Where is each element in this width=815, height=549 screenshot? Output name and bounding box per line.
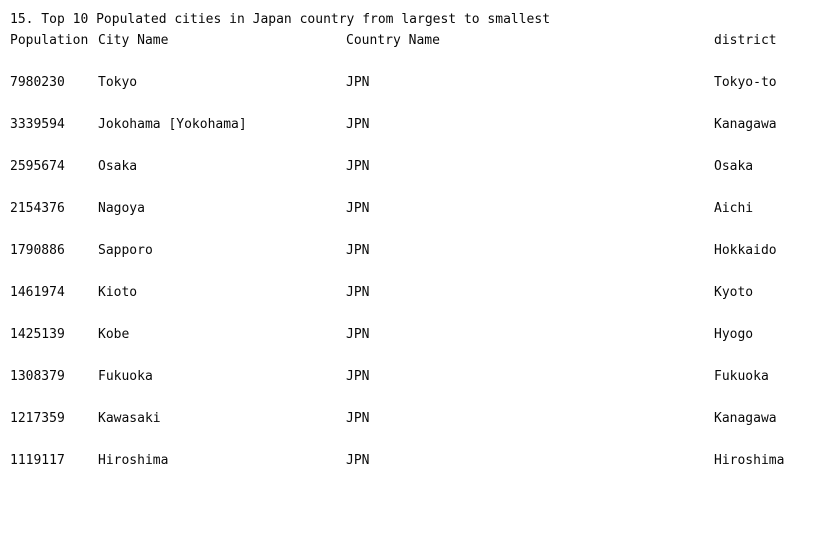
row-city: Osaka xyxy=(98,159,138,174)
table-row: 1217359 Kawasaki JPN Kanagawa xyxy=(10,411,810,427)
row-district: Kanagawa xyxy=(714,411,777,426)
row-city: Fukuoka xyxy=(98,369,153,384)
table-row: 1461974 Kioto JPN Kyoto xyxy=(10,285,810,301)
column-header-city: City Name xyxy=(98,33,169,48)
row-district: Kyoto xyxy=(714,285,754,300)
row-population: 2595674 xyxy=(10,159,65,174)
row-population: 3339594 xyxy=(10,117,65,132)
row-population: 1217359 xyxy=(10,411,65,426)
row-district: Kanagawa xyxy=(714,117,777,132)
row-country: JPN xyxy=(346,75,370,90)
row-city: Kobe xyxy=(98,327,130,342)
row-population: 1119117 xyxy=(10,453,65,468)
row-country: JPN xyxy=(346,327,370,342)
row-district: Tokyo-to xyxy=(714,75,777,90)
row-population: 7980230 xyxy=(10,75,65,90)
row-district: Osaka xyxy=(714,159,754,174)
row-city: Hiroshima xyxy=(98,453,169,468)
row-city: Nagoya xyxy=(98,201,145,216)
row-population: 2154376 xyxy=(10,201,65,216)
row-country: JPN xyxy=(346,411,370,426)
row-country: JPN xyxy=(346,117,370,132)
row-population: 1790886 xyxy=(10,243,65,258)
table-row: 1425139 Kobe JPN Hyogo xyxy=(10,327,810,343)
column-header-row: Population City Name Country Name distri… xyxy=(10,33,810,49)
row-district: Hokkaido xyxy=(714,243,777,258)
table-row: 1790886 Sapporo JPN Hokkaido xyxy=(10,243,810,259)
row-city: Sapporo xyxy=(98,243,153,258)
table-row: 3339594 Jokohama [Yokohama] JPN Kanagawa xyxy=(10,117,810,133)
column-header-district: district xyxy=(714,33,777,48)
output-heading: 15. Top 10 Populated cities in Japan cou… xyxy=(10,12,551,27)
table-row: 7980230 Tokyo JPN Tokyo-to xyxy=(10,75,810,91)
table-row: 2154376 Nagoya JPN Aichi xyxy=(10,201,810,217)
row-district: Fukuoka xyxy=(714,369,769,384)
row-population: 1425139 xyxy=(10,327,65,342)
row-country: JPN xyxy=(346,243,370,258)
row-district: Hiroshima xyxy=(714,453,785,468)
row-country: JPN xyxy=(346,285,370,300)
row-city: Kioto xyxy=(98,285,138,300)
table-row: 1308379 Fukuoka JPN Fukuoka xyxy=(10,369,810,385)
row-population: 1308379 xyxy=(10,369,65,384)
column-header-country: Country Name xyxy=(346,33,440,48)
row-country: JPN xyxy=(346,159,370,174)
row-country: JPN xyxy=(346,201,370,216)
row-district: Hyogo xyxy=(714,327,754,342)
row-city: Jokohama [Yokohama] xyxy=(98,117,247,132)
row-country: JPN xyxy=(346,453,370,468)
column-header-population: Population xyxy=(10,33,89,48)
row-district: Aichi xyxy=(714,201,754,216)
row-city: Kawasaki xyxy=(98,411,161,426)
row-population: 1461974 xyxy=(10,285,65,300)
row-city: Tokyo xyxy=(98,75,138,90)
table-row: 2595674 Osaka JPN Osaka xyxy=(10,159,810,175)
row-country: JPN xyxy=(346,369,370,384)
table-row: 1119117 Hiroshima JPN Hiroshima xyxy=(10,453,810,469)
console-output: 15. Top 10 Populated cities in Japan cou… xyxy=(10,12,810,469)
